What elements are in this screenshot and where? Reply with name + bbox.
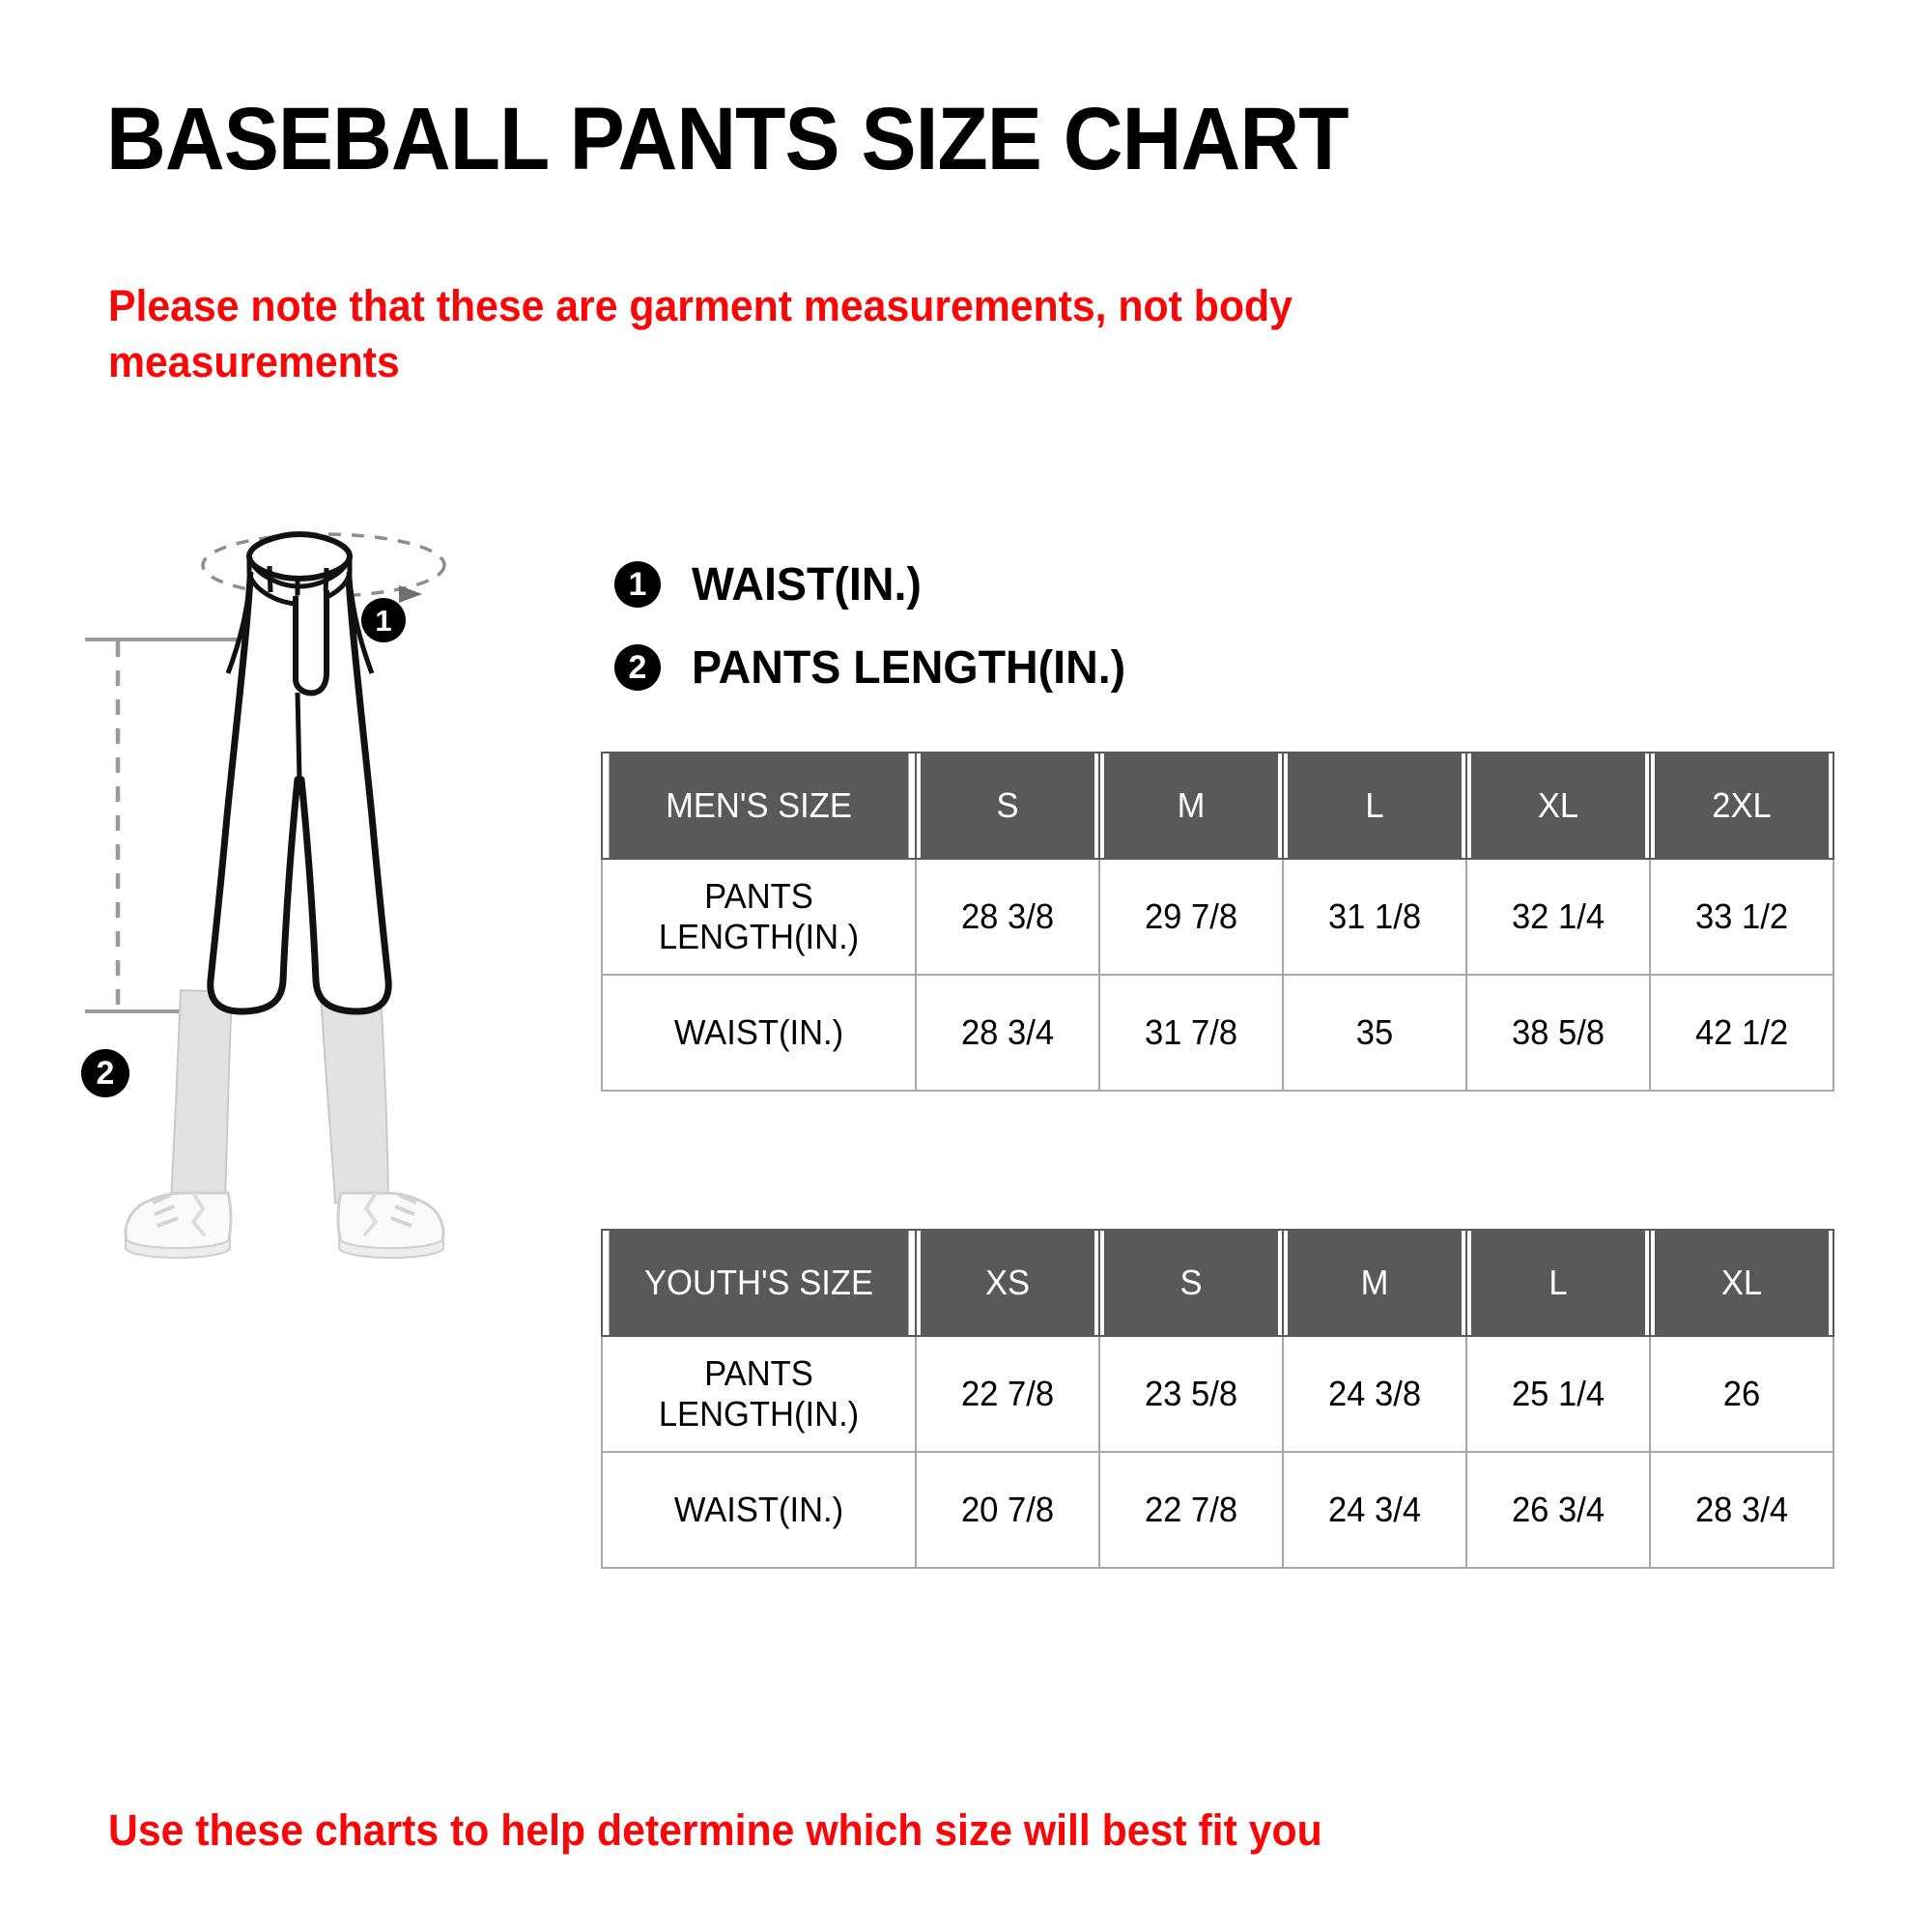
mens-pants-length-l: 31 1/8 [1285, 858, 1464, 976]
youths-col-s: S [1101, 1229, 1281, 1337]
youths-col-xs: XS [918, 1229, 1097, 1337]
sock-left [169, 988, 234, 1204]
pants-diagram [77, 526, 531, 1319]
table-header-row: YOUTH'S SIZE XS S M L XL [602, 1229, 1833, 1337]
legend-item-waist: 1 WAIST(IN.) [614, 543, 1139, 626]
shoe-left [124, 1191, 233, 1259]
youths-pants-length-xs: 22 7/8 [918, 1335, 1097, 1453]
youths-col-xl: XL [1652, 1229, 1832, 1337]
pocket-right [346, 571, 375, 674]
youths-pants-length-s: 23 5/8 [1101, 1335, 1281, 1453]
youths-pants-length-m: 24 3/8 [1285, 1335, 1464, 1453]
legend-label-pants-length: PANTS LENGTH(IN.) [692, 641, 1126, 694]
youths-size-table: YOUTH'S SIZE XS S M L XL PANTS LENGTH(IN… [601, 1229, 1834, 1569]
page-title: BASEBALL PANTS SIZE CHART [106, 90, 1349, 188]
mens-pants-length-xl: 32 1/4 [1468, 858, 1648, 976]
youths-waist-xl: 28 3/4 [1652, 1451, 1832, 1569]
youths-waist-l: 26 3/4 [1468, 1451, 1648, 1569]
shoe-right [336, 1191, 445, 1259]
mens-col-m: M [1101, 752, 1281, 860]
waist-measure-ellipse [201, 532, 446, 598]
youths-row-label-waist: WAIST(IN.) [607, 1451, 911, 1569]
pocket-left [225, 571, 254, 674]
youths-col-l: L [1468, 1229, 1648, 1337]
legend-label-waist: WAIST(IN.) [692, 558, 922, 611]
mens-waist-s: 28 3/4 [918, 974, 1097, 1092]
mens-waist-2xl: 42 1/2 [1652, 974, 1832, 1092]
mens-pants-length-m: 29 7/8 [1101, 858, 1281, 976]
youths-waist-s: 22 7/8 [1101, 1451, 1281, 1569]
mens-row-label-pants-length: PANTS LENGTH(IN.) [607, 858, 911, 976]
table-row: PANTS LENGTH(IN.) 28 3/8 29 7/8 31 1/8 3… [602, 858, 1833, 976]
mens-col-xl: XL [1468, 752, 1648, 860]
mens-col-2xl: 2XL [1652, 752, 1832, 860]
youths-waist-m: 24 3/4 [1285, 1451, 1464, 1569]
legend-badge-2: 2 [614, 644, 661, 691]
table-row: WAIST(IN.) 28 3/4 31 7/8 35 38 5/8 42 1/… [602, 974, 1833, 1092]
youths-col-m: M [1285, 1229, 1464, 1337]
sock-right [319, 988, 390, 1204]
mens-waist-xl: 38 5/8 [1468, 974, 1648, 1092]
mens-row-label-waist: WAIST(IN.) [607, 974, 911, 1092]
mens-pants-length-2xl: 33 1/2 [1652, 858, 1832, 976]
waist-marker-badge: 1 [361, 598, 406, 642]
table-row: PANTS LENGTH(IN.) 22 7/8 23 5/8 24 3/8 2… [602, 1335, 1833, 1453]
garment-measurement-note: Please note that these are garment measu… [108, 281, 1293, 386]
table-row: WAIST(IN.) 20 7/8 22 7/8 24 3/4 26 3/4 2… [602, 1451, 1833, 1569]
pants-inseam [295, 692, 302, 781]
measurement-legend: 1 WAIST(IN.) 2 PANTS LENGTH(IN.) [614, 543, 1139, 709]
table-header-row: MEN'S SIZE S M L XL 2XL [602, 752, 1833, 860]
pants-fly [293, 590, 329, 696]
mens-size-table: MEN'S SIZE S M L XL 2XL PANTS LENGTH(IN.… [601, 752, 1834, 1092]
belt-loop-3 [323, 567, 329, 595]
mens-pants-length-s: 28 3/8 [918, 858, 1097, 976]
pants-waistband [245, 530, 354, 582]
mens-waist-l: 35 [1285, 974, 1464, 1092]
youths-waist-xs: 20 7/8 [918, 1451, 1097, 1569]
mens-col-s: S [918, 752, 1097, 860]
youths-size-header: YOUTH'S SIZE [607, 1229, 911, 1337]
mens-col-l: L [1285, 752, 1464, 860]
legend-item-pants-length: 2 PANTS LENGTH(IN.) [614, 626, 1139, 709]
legend-badge-1: 1 [614, 561, 661, 608]
youths-pants-length-l: 25 1/4 [1468, 1335, 1648, 1453]
waist-measure-arrow [399, 585, 422, 603]
length-marker-badge: 2 [81, 1049, 129, 1097]
mens-waist-m: 31 7/8 [1101, 974, 1281, 1092]
sizing-help-note: Use these charts to help determine which… [108, 1805, 1322, 1855]
pants-outline [207, 554, 392, 1015]
youths-pants-length-xl: 26 [1652, 1335, 1832, 1453]
youths-row-label-pants-length: PANTS LENGTH(IN.) [607, 1335, 911, 1453]
mens-size-header: MEN'S SIZE [607, 752, 911, 860]
